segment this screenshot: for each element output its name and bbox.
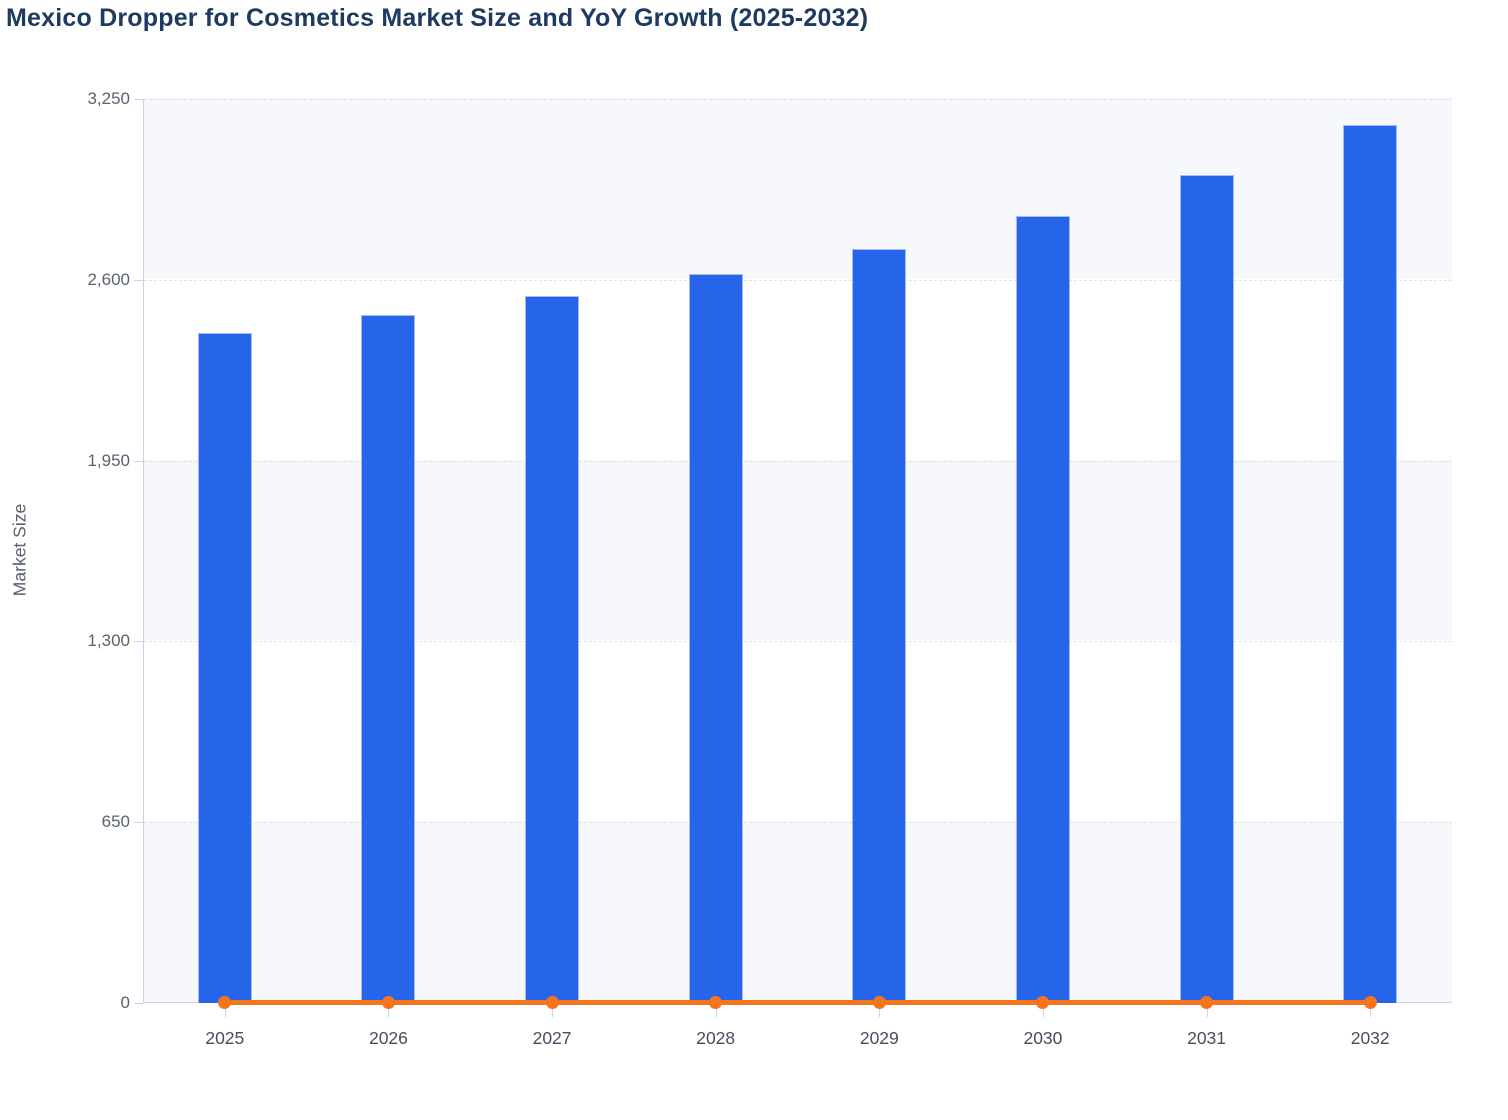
- yoy-marker-2027: [545, 996, 559, 1009]
- y-axis-title: Market Size: [9, 503, 30, 597]
- y-tick-label: 1,950: [87, 450, 130, 470]
- x-axis-tick: [552, 1003, 554, 1017]
- yoy-marker-2032: [1363, 996, 1377, 1009]
- x-axis-tick: [1042, 1003, 1044, 1017]
- x-tick-label-2030: 2030: [1023, 1028, 1063, 1048]
- x-tick-label-2026: 2026: [368, 1028, 408, 1048]
- x-axis-tick: [879, 1003, 881, 1017]
- x-tick-label-2025: 2025: [205, 1028, 245, 1048]
- y-axis-tick: [134, 279, 143, 281]
- x-axis-tick: [715, 1003, 717, 1017]
- x-tick-label-2029: 2029: [859, 1028, 899, 1048]
- plot-band: [144, 459, 1452, 641]
- y-tick-label: 3,250: [87, 89, 130, 108]
- y-axis-tick: [134, 1003, 143, 1004]
- gridline: [144, 99, 1452, 100]
- y-axis-tick: [134, 460, 143, 462]
- gridline: [144, 641, 1452, 643]
- y-tick-label: 1,300: [87, 631, 130, 651]
- gridline: [144, 822, 1452, 824]
- bar-2029: [852, 249, 907, 1003]
- yoy-marker-2031: [1200, 996, 1214, 1009]
- x-axis-tick: [1206, 1003, 1208, 1017]
- yoy-marker-2026: [381, 996, 395, 1009]
- x-tick-label-2031: 2031: [1187, 1028, 1227, 1048]
- bar-2026: [361, 314, 416, 1003]
- plot-area: [143, 98, 1452, 1003]
- yoy-marker-2028: [709, 996, 723, 1009]
- plot-band: [144, 821, 1452, 1002]
- y-axis-tick: [134, 99, 143, 100]
- x-tick-label-2027: 2027: [532, 1028, 572, 1048]
- bar-2030: [1015, 215, 1070, 1003]
- bar-2025: [197, 332, 252, 1003]
- x-axis-tick: [1370, 1003, 1372, 1017]
- x-axis-tick: [388, 1003, 390, 1017]
- gridline: [144, 460, 1452, 462]
- y-axis-tick: [134, 641, 143, 643]
- bar-2028: [688, 274, 743, 1003]
- plot-band: [144, 98, 1452, 279]
- yoy-marker-2029: [872, 996, 886, 1009]
- y-axis-tick: [134, 822, 143, 824]
- y-tick-label: 0: [120, 993, 130, 1012]
- yoy-growth-line: [224, 1000, 1371, 1005]
- y-tick-label: 2,600: [87, 269, 130, 289]
- x-tick-label-2028: 2028: [696, 1028, 736, 1048]
- yoy-marker-2030: [1036, 996, 1050, 1009]
- chart-title: Mexico Dropper for Cosmetics Market Size…: [6, 4, 869, 32]
- y-tick-label: 650: [101, 812, 130, 832]
- x-axis-tick: [224, 1003, 226, 1017]
- x-tick-label-2032: 2032: [1350, 1028, 1390, 1048]
- bar-2027: [525, 296, 580, 1003]
- gridline: [144, 279, 1452, 281]
- bar-2032: [1343, 125, 1398, 1003]
- yoy-marker-2025: [218, 996, 232, 1009]
- bar-2031: [1179, 175, 1234, 1003]
